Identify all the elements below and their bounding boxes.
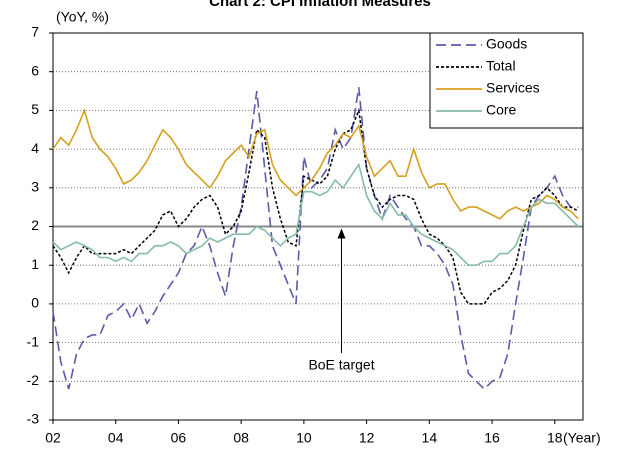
y-tick-label: 1 [31, 256, 39, 272]
legend-label: Services [486, 80, 540, 96]
y-tick-label: 7 [31, 24, 39, 40]
plot-frame [52, 32, 584, 421]
x-tick-label: 12 [359, 430, 375, 446]
x-tick-label: 16 [484, 430, 500, 446]
y-tick-label: 3 [31, 179, 39, 195]
y-tick-label: -2 [27, 372, 40, 388]
y-tick-label: -1 [27, 333, 40, 349]
legend-label: Core [486, 102, 517, 118]
chart-title: Chart 2: CPI Inflation Measures [209, 0, 431, 10]
y-tick-label: 2 [31, 217, 39, 233]
annotation-arrowhead [337, 228, 346, 239]
series-line [52, 107, 579, 220]
x-tick-label: 18 [547, 430, 563, 446]
legend-box [429, 32, 584, 129]
legend-label: Total [486, 58, 516, 74]
annotation: BoE target [308, 357, 374, 373]
x-tick-label: 04 [108, 430, 124, 446]
x-tick-label: 06 [171, 430, 187, 446]
series-line [52, 87, 579, 391]
x-tick-label: 14 [422, 430, 438, 446]
y-tick-label: 4 [31, 140, 39, 156]
series-line [52, 107, 579, 305]
y-tick-label: -3 [27, 411, 40, 427]
y-axis-label: (YoY, %) [56, 9, 109, 25]
y-tick-label: 6 [31, 62, 39, 78]
x-tick-label: 02 [45, 430, 61, 446]
series-line [52, 162, 579, 266]
x-tick-label: 10 [296, 430, 312, 446]
legend-label: Goods [486, 36, 527, 52]
y-tick-label: 5 [31, 101, 39, 117]
y-tick-label: 0 [31, 295, 39, 311]
x-axis-label: (Year) [563, 430, 601, 446]
x-tick-label: 08 [233, 430, 249, 446]
